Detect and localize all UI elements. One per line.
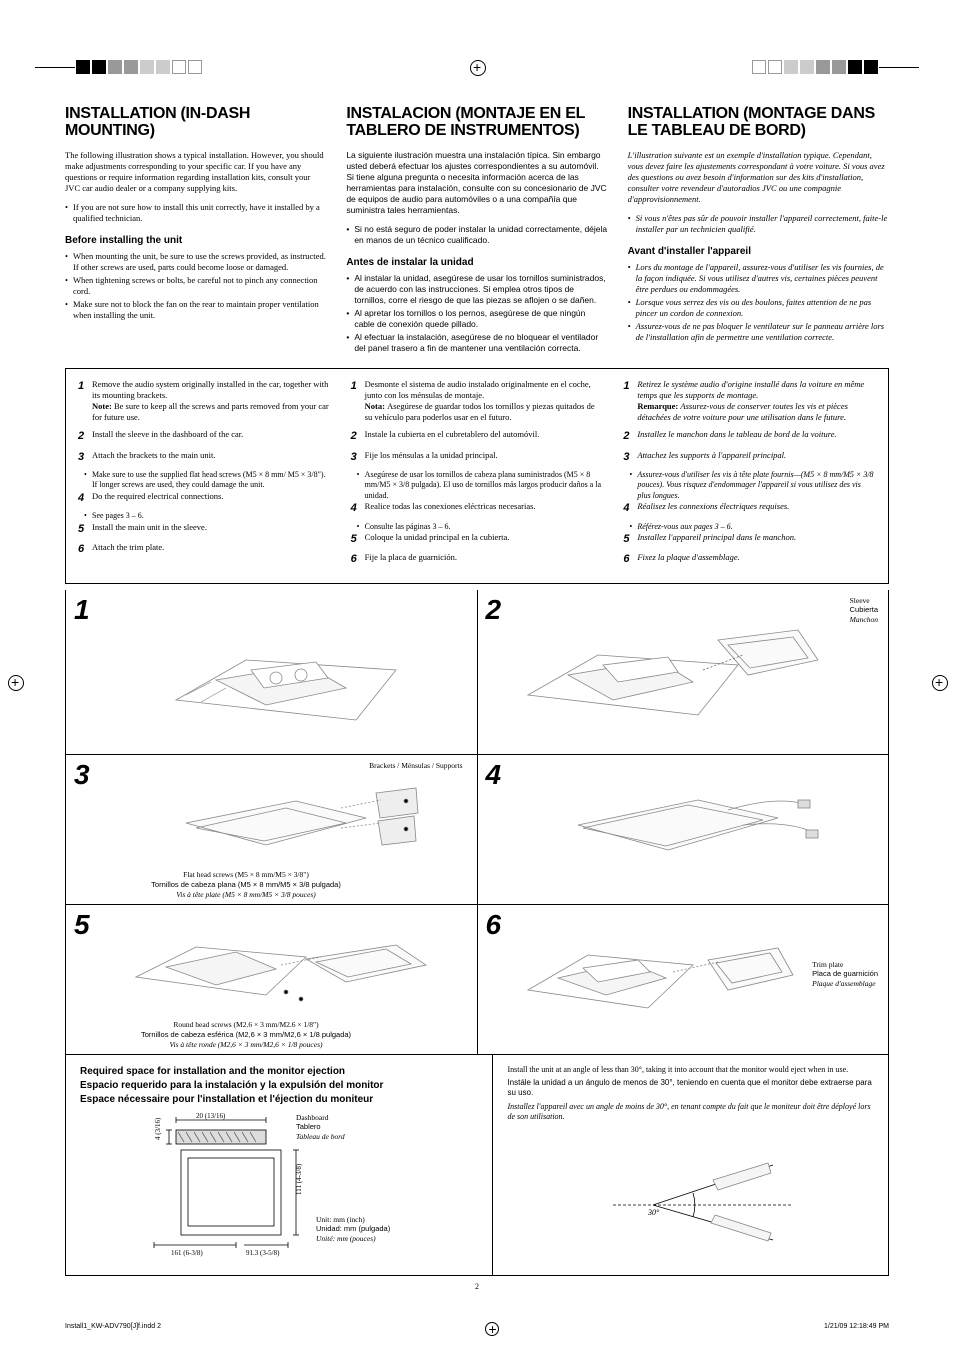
text-columns: INSTALLATION (IN-DASH MOUNTING) The foll…	[65, 106, 889, 356]
diagram-3: 3 Brackets / Ménsulas / Supports Flat he…	[66, 755, 478, 904]
column-english: INSTALLATION (IN-DASH MOUNTING) The foll…	[65, 106, 326, 356]
registration-mark-top	[470, 60, 484, 74]
steps-fr: 1Retirez le système audio d'origine inst…	[623, 379, 876, 572]
header-decoration	[65, 60, 889, 76]
diagram-4-svg	[548, 770, 828, 890]
svg-text:91.3 (3-5/8): 91.3 (3-5/8)	[246, 1249, 280, 1257]
steps-en: 1Remove the audio system originally inst…	[78, 379, 331, 572]
svg-text:111 (4-3/8): 111 (4-3/8)	[295, 1163, 303, 1195]
diagram-grid: 1 2 Sleeve Cubierta Manchon	[65, 590, 889, 1276]
column-french: INSTALLATION (MONTAGE DANS LE TABLEAU DE…	[628, 106, 889, 356]
title-es: INSTALACION (MONTAJE EN EL TABLERO DE IN…	[346, 106, 607, 140]
registration-mark-right	[932, 675, 946, 689]
diagram-1-svg	[156, 610, 416, 740]
page-number: 2	[65, 1282, 889, 1292]
diagram-6: 6 Trim plate Placa de guarnición Plaque …	[478, 905, 889, 1054]
angle-panel: Install the unit at an angle of less tha…	[493, 1055, 888, 1275]
diagram-2: 2 Sleeve Cubierta Manchon	[478, 590, 889, 754]
svg-text:20 (13/16): 20 (13/16)	[196, 1112, 226, 1120]
page: INSTALLATION (IN-DASH MOUNTING) The foll…	[0, 0, 954, 1366]
diagram-2-svg	[518, 610, 838, 740]
diagram-5: 5 Round head screws (M2.6 × 3 mm/M2.6 × …	[66, 905, 478, 1054]
svg-text:4 (3/16): 4 (3/16)	[154, 1117, 162, 1140]
steps-box: 1Remove the audio system originally inst…	[65, 368, 889, 583]
footer-meta: Install1_KW-ADV790[J]f.indd 2 + 1/21/09 …	[65, 1322, 889, 1336]
required-space-panel: Required space for installation and the …	[66, 1055, 493, 1275]
diagram-5-svg	[126, 917, 436, 1017]
title-en: INSTALLATION (IN-DASH MOUNTING)	[65, 106, 326, 140]
registration-mark-left	[8, 675, 22, 689]
diagram-6-svg	[518, 920, 818, 1040]
svg-text:30°: 30°	[647, 1208, 660, 1217]
svg-text:161 (6-3/8): 161 (6-3/8)	[171, 1249, 203, 1257]
angle-diagram-svg: 30°	[593, 1145, 813, 1255]
steps-es: 1Desmonte el sistema de audio instalado …	[351, 379, 604, 572]
diagram-3-svg	[166, 773, 426, 868]
diagram-4: 4	[478, 755, 889, 904]
title-fr: INSTALLATION (MONTAGE DANS LE TABLEAU DE…	[628, 106, 889, 140]
column-spanish: INSTALACION (MONTAJE EN EL TABLERO DE IN…	[346, 106, 607, 356]
diagram-1: 1	[66, 590, 478, 754]
